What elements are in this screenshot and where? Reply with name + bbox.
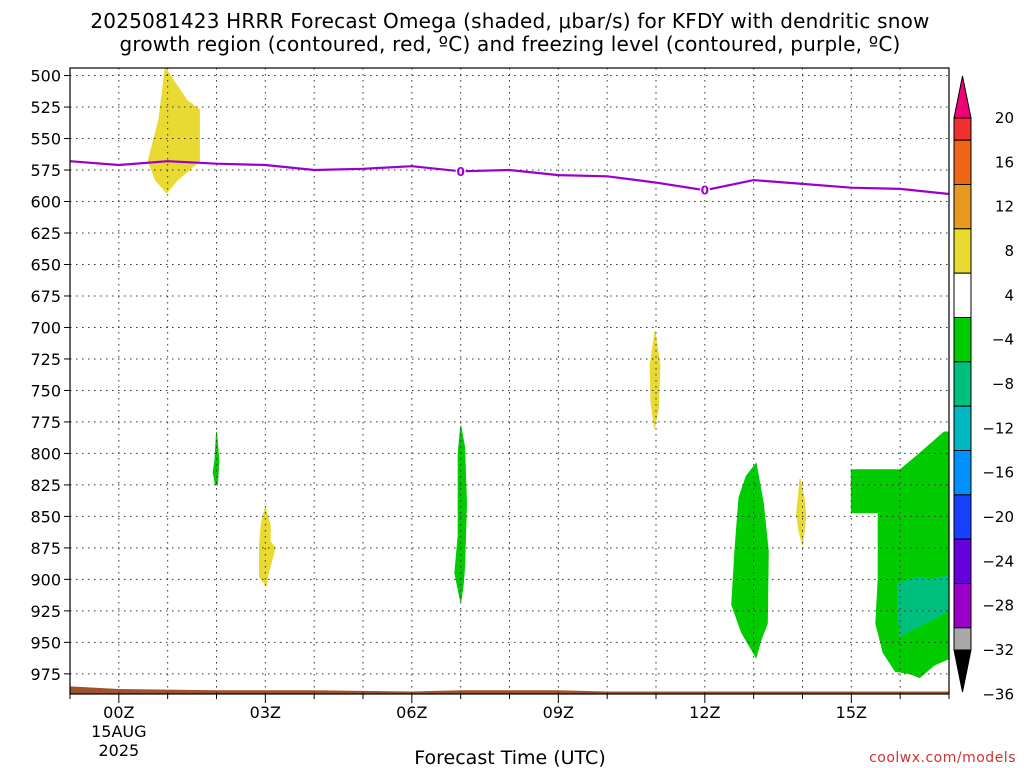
colorbar-swatch-2: [953, 139, 972, 186]
freezing-level-label-bg-2: [699, 183, 710, 198]
y-tick-label-975: 975: [30, 665, 61, 684]
colorbar-swatch-12: [953, 583, 972, 629]
colorbar-swatch-8: [953, 405, 972, 451]
chart-title-line2: growth region (contoured, red, ºC) and f…: [119, 32, 900, 56]
y-axis: 500 525 550 575 600 625 650 675 700 725 750 775 800 8…: [30, 67, 70, 684]
y-tick-label-825: 825: [30, 476, 61, 495]
colorbar-swatch-6: [953, 317, 972, 363]
x-tick-year: 2025: [98, 741, 139, 760]
colorbar-swatch-3: [953, 184, 972, 230]
y-tick-label-775: 775: [30, 413, 61, 432]
colorbar-label-10: −20: [982, 508, 1014, 526]
y-tick-label-925: 925: [30, 602, 61, 621]
colorbar-top-arrow: [953, 75, 972, 119]
grid-lines: [70, 68, 949, 694]
terrain: [70, 686, 949, 694]
y-tick-label-750: 750: [30, 381, 61, 400]
x-tick-label-12Z: 12Z: [689, 703, 720, 722]
x-tick-label-06Z: 06Z: [396, 703, 427, 722]
y-tick-label-700: 700: [30, 318, 61, 337]
colorbar-label-7: −8: [992, 375, 1014, 393]
y-tick-label-900: 900: [30, 570, 61, 589]
x-tick-label-03Z: 03Z: [250, 703, 281, 722]
y-tick-label-650: 650: [30, 255, 61, 274]
y-tick-label-625: 625: [30, 224, 61, 243]
colorbar-label-6: −4: [992, 331, 1014, 349]
freezing-level-label-1: 0: [456, 165, 464, 179]
colorbar-swatch-10: [953, 494, 972, 540]
colorbar-swatch-5: [953, 272, 972, 318]
colorbar: 20 16 12 8 4 −4 −8 −12 −16 −20 −24 −28 −32 −36: [953, 75, 1014, 703]
y-tick-label-675: 675: [30, 287, 61, 306]
colorbar-swatch-11: [953, 538, 972, 585]
y-tick-label-850: 850: [30, 507, 61, 526]
freezing-level-contour: 00: [69, 160, 950, 198]
colorbar-label-4: 8: [1004, 242, 1014, 260]
terrain-fill: [70, 686, 949, 694]
y-tick-label-600: 600: [30, 193, 61, 212]
y-tick-label-725: 725: [30, 350, 61, 369]
colorbar-bottom-arrow: [953, 649, 972, 693]
credit-text: coolwx.com/models: [869, 750, 1016, 766]
freezing-level-line: [69, 160, 950, 196]
colorbar-label-2: 16: [995, 153, 1014, 171]
x-tick-label-00Z: 00Z: [103, 703, 134, 722]
omega-region-7: [796, 478, 807, 546]
x-tick-label-15Z: 15Z: [836, 703, 867, 722]
freezing-level-label-2: 0: [701, 184, 709, 198]
omega-region-3: [259, 505, 276, 587]
x-axis-label: Forecast Time (UTC): [414, 747, 605, 768]
omega-region-4: [454, 425, 468, 603]
y-tick-label-575: 575: [30, 161, 61, 180]
chart-title-line1: 2025081423 HRRR Forecast Omega (shaded, …: [90, 9, 929, 33]
colorbar-swatch-4: [953, 228, 972, 274]
colorbar-label-8: −12: [982, 419, 1014, 437]
colorbar-swatch-7: [953, 361, 972, 407]
colorbar-swatch-13: [953, 627, 972, 651]
freezing-level-label-bg-1: [455, 164, 466, 179]
colorbar-label-5: 4: [1004, 286, 1014, 304]
colorbar-label-3: 12: [995, 198, 1014, 216]
colorbar-label-9: −16: [982, 464, 1014, 482]
y-tick-label-950: 950: [30, 633, 61, 652]
colorbar-label-1: 20: [995, 109, 1014, 127]
y-tick-label-550: 550: [30, 130, 61, 149]
colorbar-label-13: −32: [982, 641, 1014, 659]
x-tick-date: 15AUG: [91, 722, 146, 741]
plot-area: 00: [69, 66, 950, 695]
colorbar-label-12: −28: [982, 597, 1014, 615]
colorbar-label-11: −24: [982, 552, 1014, 570]
y-tick-label-800: 800: [30, 444, 61, 463]
colorbar-swatch-9: [953, 450, 972, 496]
y-tick-label-500: 500: [30, 67, 61, 86]
omega-region-6: [731, 462, 769, 659]
colorbar-swatch-1: [953, 117, 972, 141]
omega-region-5: [649, 331, 661, 429]
colorbar-label-14: −36: [982, 685, 1014, 703]
x-tick-label-09Z: 09Z: [543, 703, 574, 722]
y-tick-label-525: 525: [30, 98, 61, 117]
y-tick-label-875: 875: [30, 539, 61, 558]
